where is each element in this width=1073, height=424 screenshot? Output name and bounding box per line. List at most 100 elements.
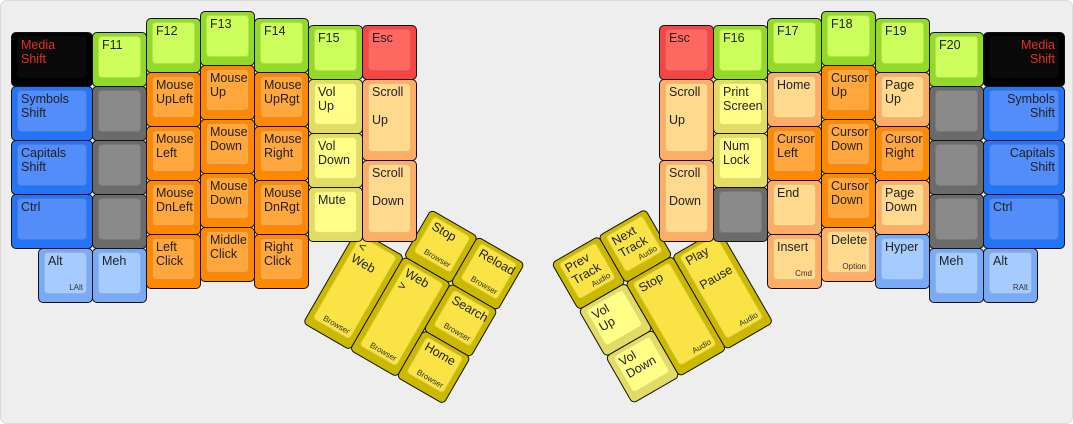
- key-label: Cursor Down: [831, 125, 869, 153]
- right-key-print-screen[interactable]: Print Screen: [713, 79, 768, 134]
- key-label: Mouse UpLeft: [156, 78, 194, 106]
- right-key-scroll-up[interactable]: Scroll Up: [659, 79, 714, 161]
- left-key-ctrl[interactable]: Ctrl: [11, 194, 93, 249]
- keycap: Mute: [314, 191, 357, 233]
- right-key-page-down[interactable]: Page Down: [875, 180, 930, 235]
- keycap: Cursor Up: [827, 69, 870, 111]
- right-key-blank[interactable]: [929, 140, 984, 195]
- left-key-scroll-down[interactable]: Scroll Down: [362, 160, 417, 242]
- key-sublabel: RAlt: [1012, 283, 1028, 292]
- key-label: Esc: [372, 31, 393, 45]
- right-key-scroll-down[interactable]: Scroll Down: [659, 160, 714, 242]
- left-key-blank[interactable]: [92, 194, 147, 249]
- left-key-f15[interactable]: F15: [308, 25, 363, 80]
- left-key-esc[interactable]: Esc: [362, 25, 417, 80]
- key-sublabel: Browser: [469, 274, 500, 297]
- keycap: Scroll Up: [368, 83, 411, 152]
- key-sublabel: Browser: [422, 247, 453, 270]
- left-key-mute[interactable]: Mute: [308, 187, 363, 242]
- left-key-mouse-dnrgt[interactable]: Mouse DnRgt: [254, 180, 309, 235]
- left-key-blank[interactable]: [92, 140, 147, 195]
- right-key-symbols-shift[interactable]: Symbols Shift: [983, 86, 1065, 141]
- right-key-meh[interactable]: Meh: [929, 248, 984, 303]
- right-key-alt[interactable]: Alt RAlt: [983, 248, 1038, 303]
- left-key-left-click[interactable]: Left Click: [146, 234, 201, 289]
- left-key-right-click[interactable]: Right Click: [254, 234, 309, 289]
- key-sublabel: Browser: [415, 367, 446, 391]
- left-key-f13[interactable]: F13: [200, 11, 255, 66]
- key-label: Scroll Up: [372, 85, 404, 127]
- right-key-media-shift[interactable]: Media Shift: [983, 32, 1065, 87]
- right-key-delete[interactable]: Delete Option: [821, 227, 876, 282]
- key-label: Capitals Shift: [1009, 146, 1055, 174]
- left-key-mouse-upleft[interactable]: Mouse UpLeft: [146, 72, 201, 127]
- keycap: Home: [773, 76, 816, 118]
- key-label: Mouse Left: [156, 132, 194, 160]
- key-label: Scroll Up: [669, 85, 701, 127]
- right-key-capitals-shift[interactable]: Capitals Shift: [983, 140, 1065, 195]
- left-key-capitals-shift[interactable]: Capitals Shift: [11, 140, 93, 195]
- right-key-blank[interactable]: [929, 86, 984, 141]
- keycap: Esc: [665, 29, 708, 71]
- right-key-cursor-down[interactable]: Cursor Down: [821, 173, 876, 228]
- key-label: Media Shift: [1020, 38, 1055, 66]
- keycap: Mouse DnLeft: [152, 184, 195, 226]
- left-key-vol-down[interactable]: Vol Down: [308, 133, 363, 188]
- left-key-mouse-uprgt[interactable]: Mouse UpRgt: [254, 72, 309, 127]
- key-label: Cursor Left: [777, 132, 815, 160]
- right-key-cursor-left[interactable]: Cursor Left: [767, 126, 822, 181]
- left-key-f12[interactable]: F12: [146, 18, 201, 73]
- left-key-middle-click[interactable]: Middle Click: [200, 227, 255, 282]
- left-key-vol-up[interactable]: Vol Up: [308, 79, 363, 134]
- key-label: Vol Up: [589, 301, 618, 335]
- keycap: Delete Option: [827, 231, 870, 273]
- keycap: Cursor Right: [881, 130, 924, 172]
- key-label: F17: [777, 24, 799, 38]
- right-key-cursor-down[interactable]: Cursor Down: [821, 119, 876, 174]
- right-key-ctrl[interactable]: Ctrl: [983, 194, 1065, 249]
- right-key-esc[interactable]: Esc: [659, 25, 714, 80]
- right-key-blank[interactable]: [929, 194, 984, 249]
- keycap: Capitals Shift: [989, 144, 1059, 186]
- left-key-media-shift[interactable]: Media Shift: [11, 32, 93, 87]
- left-key-mouse-up[interactable]: Mouse Up: [200, 65, 255, 120]
- left-key-mouse-left[interactable]: Mouse Left: [146, 126, 201, 181]
- right-key-end[interactable]: End: [767, 180, 822, 235]
- left-key-mouse-down[interactable]: Mouse Down: [200, 119, 255, 174]
- keycap: Mouse UpRgt: [260, 76, 303, 118]
- key-label: Print Screen: [723, 85, 763, 113]
- left-key-blank[interactable]: [92, 86, 147, 141]
- keycap: Page Down: [881, 184, 924, 226]
- right-key-f16[interactable]: F16: [713, 25, 768, 80]
- key-label: Mouse Right: [264, 132, 302, 160]
- left-key-mouse-right[interactable]: Mouse Right: [254, 126, 309, 181]
- left-key-mouse-down[interactable]: Mouse Down: [200, 173, 255, 228]
- left-key-scroll-up[interactable]: Scroll Up: [362, 79, 417, 161]
- right-key-blank[interactable]: [713, 187, 768, 242]
- right-key-f20[interactable]: F20: [929, 32, 984, 87]
- keycap: Insert Cmd: [773, 238, 816, 280]
- left-key-meh[interactable]: Meh: [92, 248, 147, 303]
- keycap: Meh: [935, 252, 978, 294]
- left-key-f14[interactable]: F14: [254, 18, 309, 73]
- right-key-cursor-up[interactable]: Cursor Up: [821, 65, 876, 120]
- right-key-num-lock[interactable]: Num Lock: [713, 133, 768, 188]
- keycap: Reload Browser: [459, 242, 518, 301]
- right-key-page-up[interactable]: Page Up: [875, 72, 930, 127]
- keycap: Alt RAlt: [989, 252, 1032, 294]
- right-key-f18[interactable]: F18: [821, 11, 876, 66]
- right-key-insert[interactable]: Insert Cmd: [767, 234, 822, 289]
- right-key-cursor-right[interactable]: Cursor Right: [875, 126, 930, 181]
- left-key-alt[interactable]: Alt LAlt: [38, 248, 93, 303]
- keycap: End: [773, 184, 816, 226]
- key-label: Insert: [777, 240, 809, 254]
- key-label: Scroll Down: [669, 166, 701, 208]
- key-label: Ctrl: [21, 200, 41, 214]
- right-key-f19[interactable]: F19: [875, 18, 930, 73]
- left-key-symbols-shift[interactable]: Symbols Shift: [11, 86, 93, 141]
- left-key-mouse-dnleft[interactable]: Mouse DnLeft: [146, 180, 201, 235]
- left-key-f11[interactable]: F11: [92, 32, 147, 87]
- right-key-home[interactable]: Home: [767, 72, 822, 127]
- right-key-f17[interactable]: F17: [767, 18, 822, 73]
- right-key-hyper[interactable]: Hyper: [875, 234, 930, 289]
